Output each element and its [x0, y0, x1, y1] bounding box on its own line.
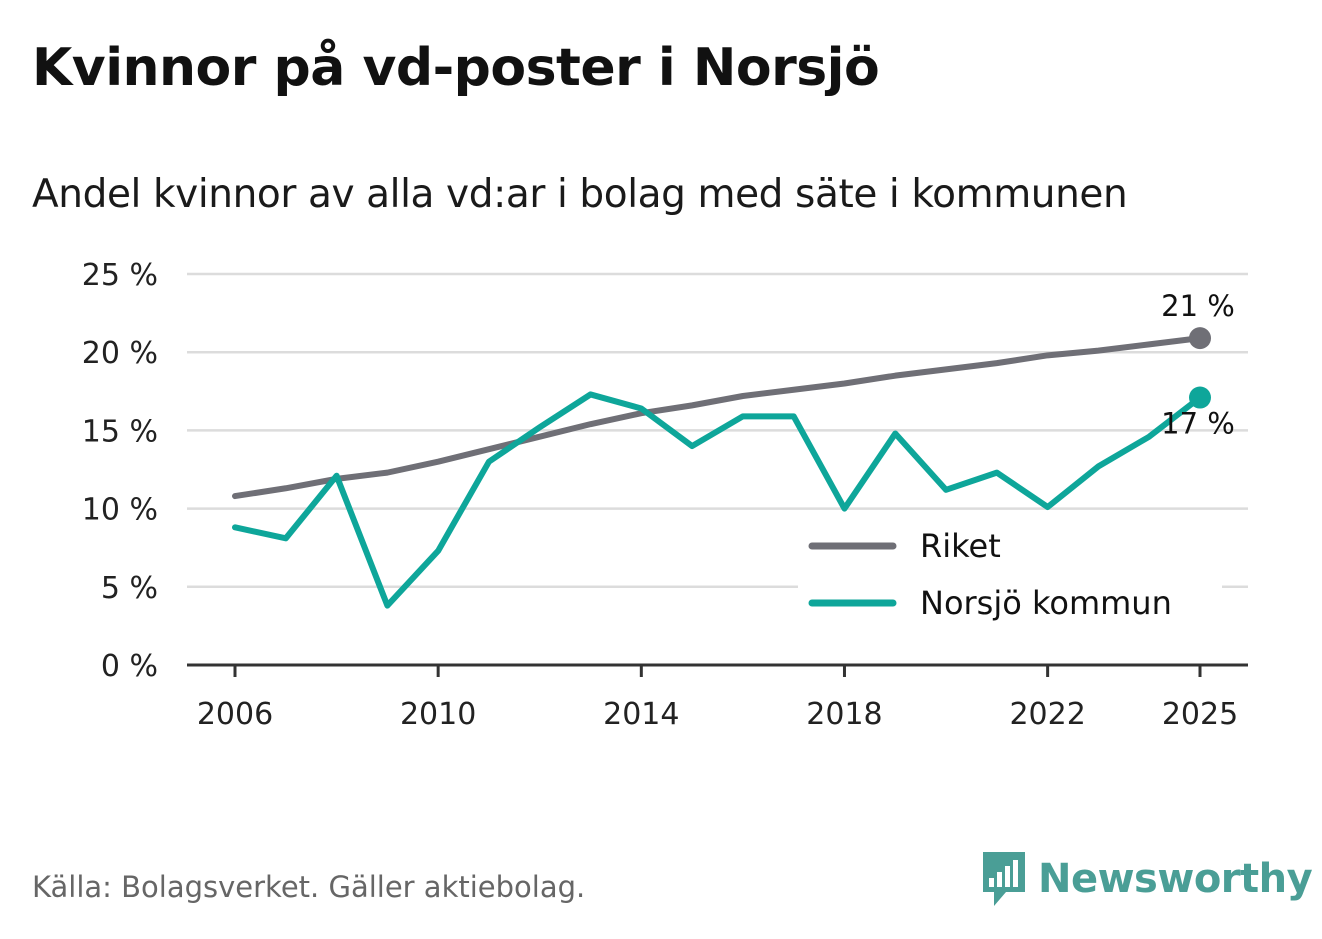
- x-tick-label: 2022: [1009, 697, 1085, 732]
- end-label-riket: 21 %: [1161, 289, 1235, 323]
- chart-subtitle: Andel kvinnor av alla vd:ar i bolag med …: [32, 172, 1128, 217]
- y-tick-label: 0 %: [101, 649, 158, 684]
- legend: Riket Norsjö kommun: [808, 527, 1172, 622]
- chart-title: Kvinnor på vd-poster i Norsjö: [32, 38, 880, 98]
- legend-label: Riket: [920, 527, 1001, 565]
- end-point-marker: [1189, 327, 1211, 350]
- legend-label: Norsjö kommun: [920, 584, 1172, 622]
- legend-background: [798, 520, 1222, 644]
- series-line-riket: [232, 335, 1203, 500]
- x-tick-label: 2010: [400, 697, 476, 732]
- y-tick-label: 5 %: [101, 571, 158, 606]
- logo-text: Newsworthy: [1038, 856, 1313, 902]
- newsworthy-logo[interactable]: Newsworthy: [980, 848, 1313, 910]
- end-labels: 21 % 17 %: [1161, 289, 1235, 440]
- series-line-norsjo: [232, 391, 1203, 609]
- x-tick-label: 2006: [197, 697, 273, 732]
- series-lines: [232, 327, 1211, 609]
- y-axis: 0 % 5 % 10 % 15 % 20 % 25 %: [82, 258, 158, 684]
- y-tick-label: 15 %: [82, 414, 158, 449]
- x-tick-label: 2014: [603, 697, 679, 732]
- source-note: Källa: Bolagsverket. Gäller aktiebolag.: [32, 870, 586, 904]
- grid: [187, 272, 1248, 667]
- x-axis: 2006 2010 2014 2018 2022 2025: [197, 665, 1238, 732]
- x-tick-label: 2025: [1162, 697, 1238, 732]
- x-tick-label: 2018: [806, 697, 882, 732]
- end-point-marker: [1189, 386, 1211, 409]
- logo-icon: [983, 852, 1025, 906]
- y-tick-label: 25 %: [82, 258, 158, 293]
- y-tick-label: 10 %: [82, 493, 158, 528]
- end-label-norsjo: 17 %: [1161, 407, 1235, 441]
- y-tick-label: 20 %: [82, 336, 158, 371]
